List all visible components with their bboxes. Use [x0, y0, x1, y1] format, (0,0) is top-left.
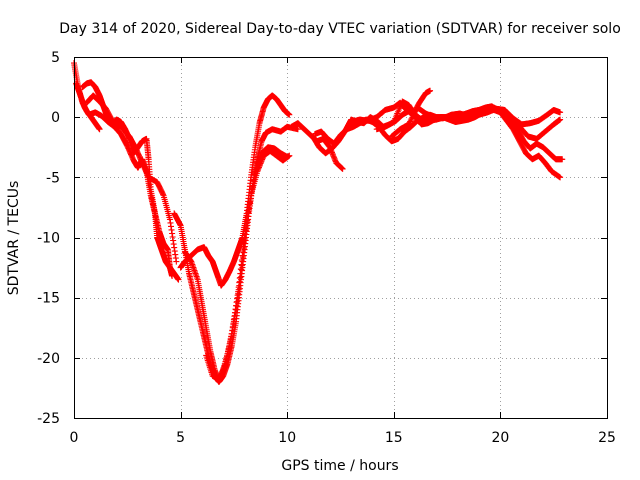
data-point — [405, 121, 412, 128]
series-track-7 — [181, 144, 291, 385]
data-point — [169, 273, 176, 280]
data-point — [559, 156, 566, 163]
data-point — [294, 126, 301, 133]
x-tick-label: 5 — [176, 430, 185, 446]
data-point — [410, 111, 417, 118]
data-point — [427, 87, 434, 94]
y-tick-label: -15 — [37, 291, 60, 307]
y-axis-label: SDTVAR / TECUs — [6, 181, 22, 296]
data-point — [557, 116, 564, 123]
data-point — [408, 115, 415, 122]
x-tick-label: 10 — [278, 430, 296, 446]
series-track-3 — [73, 80, 176, 280]
y-tick-label: -20 — [37, 351, 60, 367]
series-track-8 — [203, 147, 293, 383]
x-tick-label: 0 — [70, 430, 79, 446]
y-tick-label: 5 — [51, 50, 60, 66]
series-track-4 — [83, 92, 180, 265]
x-tick-label: 20 — [491, 430, 509, 446]
data-point — [286, 152, 293, 159]
data-point — [286, 111, 293, 118]
series-track-14 — [388, 104, 564, 142]
x-tick-label: 25 — [598, 430, 616, 446]
data-point — [339, 165, 346, 172]
y-tick-label: -10 — [37, 231, 60, 247]
data-point — [96, 126, 103, 133]
grid — [74, 57, 607, 418]
data-point — [406, 119, 413, 126]
data-point — [409, 114, 416, 121]
data-point — [412, 108, 419, 115]
data-points — [71, 60, 566, 385]
series-track-5 — [177, 92, 293, 289]
x-axis-label: GPS time / hours — [281, 458, 398, 474]
axis-ticks: 0 5 10 15 20 25 -25 -20 -15 -10 -5 0 5 — [37, 50, 616, 446]
x-tick-label: 15 — [385, 430, 403, 446]
data-point — [407, 118, 414, 125]
data-point — [557, 174, 564, 181]
data-point — [557, 109, 564, 116]
y-tick-label: 0 — [51, 110, 60, 126]
y-tick-label: -5 — [46, 170, 60, 186]
data-point — [407, 117, 414, 124]
data-point — [411, 110, 418, 117]
data-point — [173, 258, 180, 265]
data-point — [409, 112, 416, 119]
chart-title: Day 314 of 2020, Sidereal Day-to-day VTE… — [59, 21, 621, 37]
data-point — [175, 276, 182, 283]
y-tick-label: -25 — [37, 411, 60, 427]
